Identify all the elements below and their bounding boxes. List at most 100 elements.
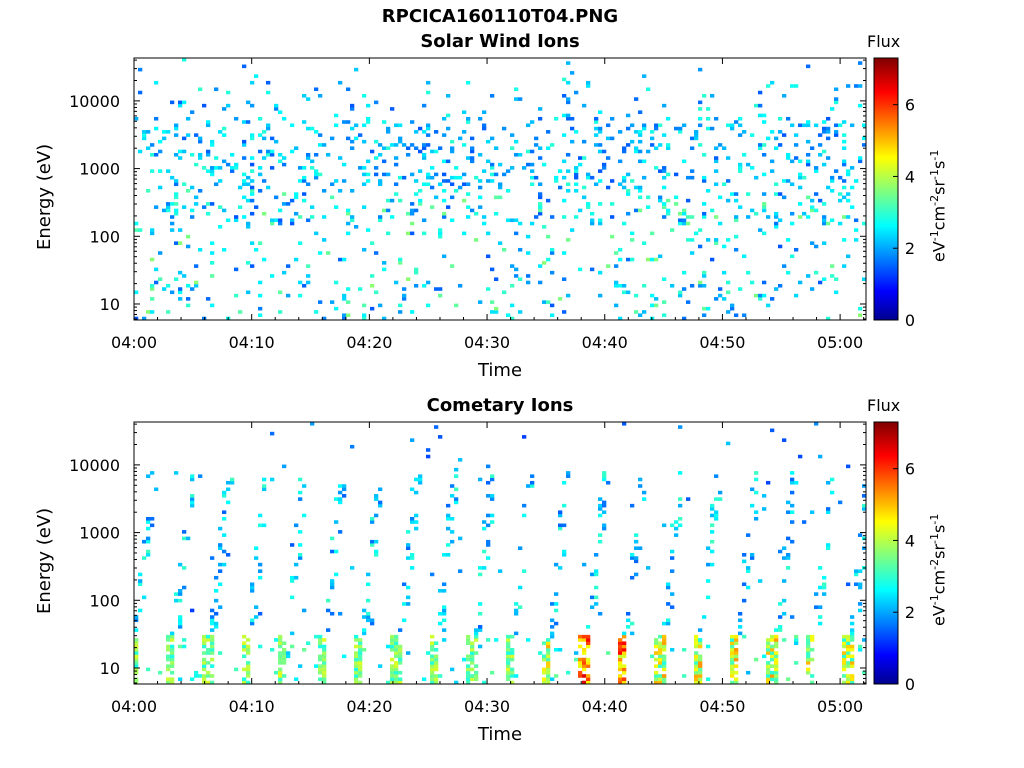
flux-cell [174,211,179,216]
flux-cell [694,136,699,141]
flux-cell [554,674,559,678]
flux-cell [370,618,375,623]
flux-cell [446,526,451,531]
flux-cell [546,234,551,239]
flux-cell [430,641,435,645]
flux-cell [422,152,427,157]
flux-cell [842,674,847,678]
flux-cell [546,670,551,675]
flux-cell [378,303,383,308]
flux-cell [846,680,851,685]
x-tick-label: 04:30 [464,333,510,352]
flux-cell [246,182,251,187]
flux-cell [362,313,367,318]
flux-cell [182,58,187,62]
flux-cell [346,287,351,291]
flux-cell [730,634,735,639]
flux-cell [374,513,379,518]
flux-cell [786,677,791,682]
flux-cell [850,674,855,678]
flux-cell [170,638,175,642]
colorbar-tick-label: 0 [905,311,915,330]
flux-cell [154,280,159,285]
flux-cell [330,582,335,587]
flux-cell [390,664,395,668]
flux-cell [246,674,251,678]
flux-cell [134,667,139,672]
flux-cell [862,484,867,488]
flux-cell [514,274,519,278]
flux-cell [290,123,295,128]
flux-cell [442,116,447,121]
flux-cell [170,670,175,675]
flux-cell [486,556,491,560]
flux-cell [218,562,223,567]
flux-cell [654,644,659,649]
flux-cell [750,166,755,170]
flux-cell [466,664,471,668]
flux-cell [766,480,771,485]
flux-cell [354,667,359,672]
flux-cell [246,120,251,124]
flux-cell [730,303,735,308]
flux-cell [702,179,707,183]
flux-cell [642,126,647,131]
flux-cell [430,185,435,190]
flux-cell [410,487,415,492]
flux-cell [414,146,419,150]
flux-cell [558,523,563,528]
flux-cell [858,313,863,318]
flux-cell [346,87,351,92]
flux-cell [726,290,731,295]
flux-cell [714,238,719,242]
flux-cell [774,628,779,632]
flux-cell [586,680,591,685]
flux-cell [686,198,691,203]
flux-cell [406,585,411,590]
flux-cell [350,139,355,144]
flux-cell [394,654,399,659]
flux-cell [466,634,471,639]
flux-cell [246,261,251,265]
flux-cell [414,520,419,524]
flux-cell [642,241,647,245]
flux-cell [706,644,711,649]
flux-cell [622,680,627,685]
flux-cell [710,507,715,511]
flux-cell [842,667,847,672]
flux-cell [306,152,311,157]
flux-cell [626,611,631,616]
flux-cell [698,657,703,662]
flux-cell [714,510,719,514]
flux-cell [170,202,175,206]
flux-cell [210,638,215,642]
flux-cell [750,556,755,560]
flux-cell [738,611,743,616]
flux-cell [298,556,303,560]
flux-cell [418,189,423,193]
flux-cell [562,94,567,98]
flux-cell [686,175,691,180]
flux-cell [246,644,251,649]
flux-cell [314,231,319,236]
flux-cell [822,592,827,596]
flux-cell [546,641,551,645]
flux-cell [158,169,163,173]
flux-cell [294,211,299,216]
flux-cell [782,94,787,98]
flux-cell [658,644,663,649]
flux-cell [366,611,371,616]
flux-cell [726,156,731,160]
flux-cell [490,179,495,183]
flux-cell [682,674,687,678]
flux-cell [338,497,343,501]
flux-cell [618,647,623,652]
flux-cell [494,211,499,216]
flux-cell [366,103,371,108]
flux-cell [482,526,487,531]
flux-cell [766,84,771,88]
flux-cell [510,283,515,288]
flux-cell [178,100,183,105]
flux-cell [498,241,503,245]
flux-cell [678,471,683,475]
